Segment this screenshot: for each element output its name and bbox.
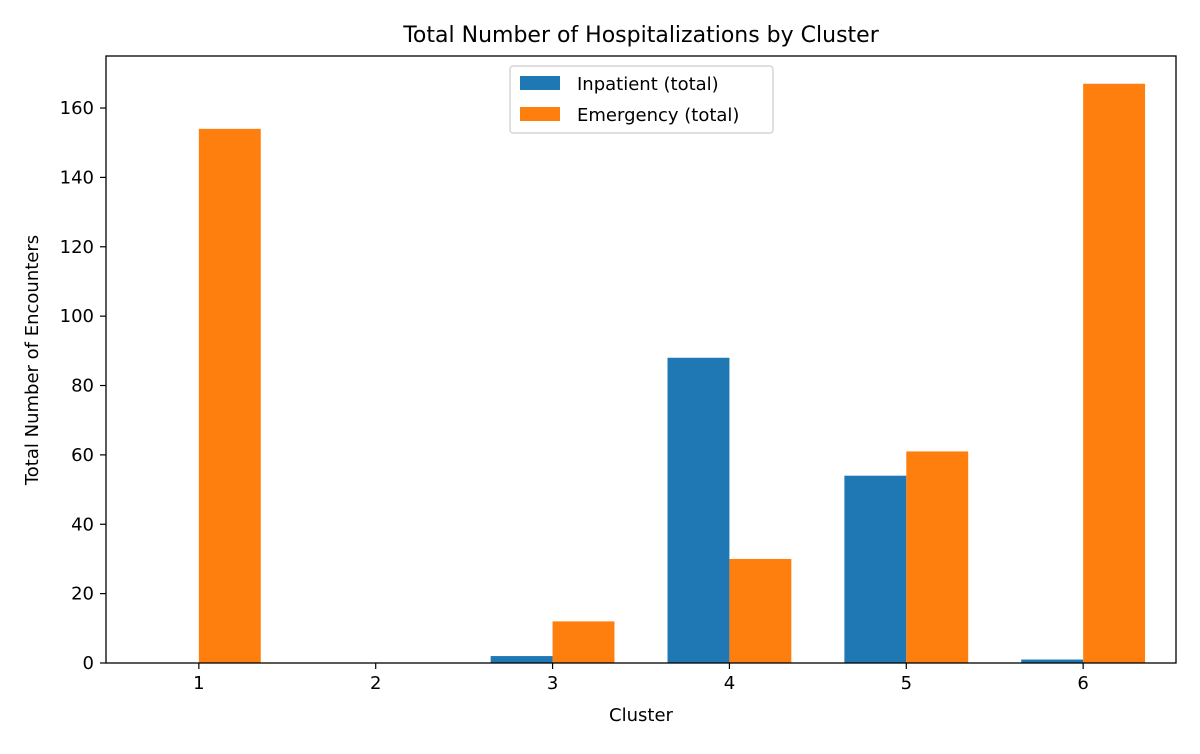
y-tick-label: 100 bbox=[60, 306, 94, 327]
y-tick-label: 80 bbox=[71, 376, 94, 397]
legend: Inpatient (total) Emergency (total) bbox=[509, 65, 774, 134]
bars-layer bbox=[198, 83, 1146, 664]
x-tick-label: 3 bbox=[547, 673, 558, 694]
chart-title: Total Number of Hospitalizations by Clus… bbox=[402, 23, 879, 48]
bar-emergency-6 bbox=[1083, 83, 1146, 663]
bar-inpatient-3 bbox=[490, 656, 553, 663]
bar-emergency-3 bbox=[552, 621, 615, 663]
bar-inpatient-4 bbox=[667, 357, 730, 663]
y-tick-label: 60 bbox=[71, 445, 94, 466]
x-axis-label: Cluster bbox=[609, 705, 673, 726]
y-tick-label: 140 bbox=[60, 167, 94, 188]
legend-label-inpatient: Inpatient (total) bbox=[577, 74, 719, 95]
bar-inpatient-5 bbox=[844, 475, 907, 663]
x-tick-label: 5 bbox=[901, 673, 912, 694]
x-tick-label: 2 bbox=[370, 673, 381, 694]
legend-frame bbox=[509, 65, 774, 134]
plot-area-frame bbox=[105, 55, 1177, 664]
x-tick-label: 4 bbox=[724, 673, 735, 694]
x-tick-label: 1 bbox=[193, 673, 204, 694]
legend-swatch-inpatient bbox=[520, 76, 560, 90]
y-tick-label: 160 bbox=[60, 98, 94, 119]
y-tick-label: 120 bbox=[60, 237, 94, 258]
x-tick-label: 6 bbox=[1077, 673, 1088, 694]
legend-swatch-emergency bbox=[520, 107, 560, 121]
bar-emergency-1 bbox=[198, 128, 261, 664]
y-tick-label: 20 bbox=[71, 584, 94, 605]
y-tick-label: 0 bbox=[83, 653, 94, 674]
y-tick-label: 40 bbox=[71, 514, 94, 535]
y-axis-label: Total Number of Encounters bbox=[22, 235, 43, 486]
bar-emergency-4 bbox=[729, 558, 792, 663]
legend-label-emergency: Emergency (total) bbox=[577, 105, 739, 126]
bar-inpatient-6 bbox=[1021, 659, 1084, 663]
bar-emergency-5 bbox=[906, 451, 969, 663]
